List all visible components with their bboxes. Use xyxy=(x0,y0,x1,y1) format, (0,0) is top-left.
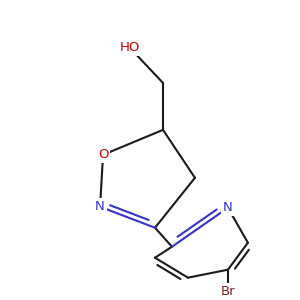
Text: Br: Br xyxy=(220,285,235,298)
Text: N: N xyxy=(223,201,233,214)
Text: O: O xyxy=(98,148,108,161)
Text: N: N xyxy=(95,200,105,213)
Text: HO: HO xyxy=(120,41,140,54)
